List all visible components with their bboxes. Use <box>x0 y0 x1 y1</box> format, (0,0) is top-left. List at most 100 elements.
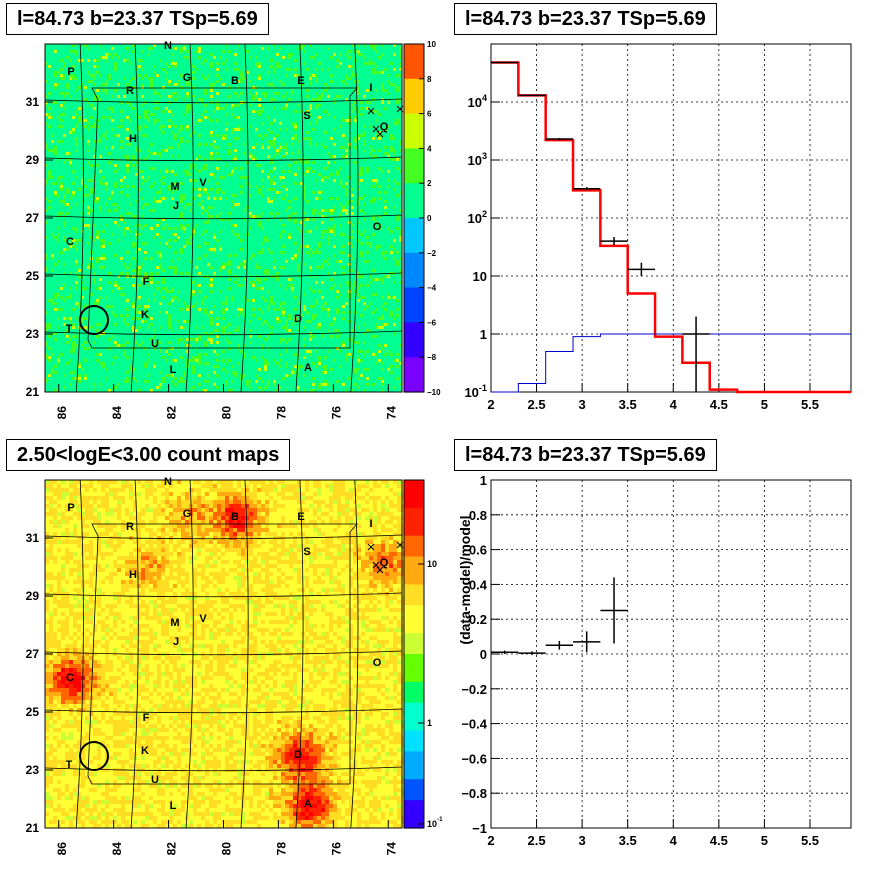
y-tick-label: 103 <box>467 151 487 168</box>
y-tick-label: 10 <box>473 269 487 284</box>
map-pixels <box>45 44 402 392</box>
x-tick-label: 5.5 <box>801 833 819 848</box>
x-tick-label: 3 <box>579 397 586 412</box>
y-tick-label: 0.8 <box>469 508 487 523</box>
x-tick-label: 86 <box>55 842 69 856</box>
source-cross-marker <box>372 125 380 133</box>
source-cross-marker <box>396 105 404 113</box>
source-label-o: O <box>373 657 382 669</box>
x-tick-label: 82 <box>165 842 179 856</box>
source-label-t: T <box>66 323 73 335</box>
source-label-q: Q <box>380 557 389 569</box>
source-label-p: P <box>67 502 74 514</box>
y-axis-label: (data-model)/model <box>457 515 473 644</box>
colorbar-tick-label: 4 <box>427 144 432 153</box>
x-tick-label: 5 <box>761 397 768 412</box>
source-label-v: V <box>199 613 207 625</box>
x-tick-label: 74 <box>384 406 398 420</box>
source-label-k: K <box>141 309 149 321</box>
source-label-b: B <box>231 511 239 523</box>
residual-point <box>491 650 519 654</box>
colorbar: 10 8 6 4 2 0 −2 −4 −6 −8 −10 <box>403 40 441 397</box>
source-label-d: D <box>294 749 302 761</box>
x-tick-label: 86 <box>55 406 69 420</box>
component-histogram <box>491 333 851 393</box>
y-tick-label: 27 <box>26 211 40 225</box>
x-tick-label: 84 <box>110 842 124 856</box>
colorbar-tick-label: −6 <box>427 318 437 327</box>
count-map-panel: N P G B E I R S Q H M V J O C F K T D U L A 86 84 82 80 78 76 74 21 23… <box>0 436 448 872</box>
map-pixels <box>45 480 405 828</box>
x-tick-label: 4.5 <box>710 397 728 412</box>
y-tick-label: 1 <box>480 473 487 488</box>
source-label-u: U <box>151 774 159 786</box>
y-tick-label: 21 <box>26 385 40 399</box>
residual-point <box>518 651 546 655</box>
x-tick-label: 84 <box>110 406 124 420</box>
y-tick-label: 27 <box>26 647 40 661</box>
source-cross-marker <box>376 566 384 574</box>
x-tick-label: 78 <box>275 406 289 420</box>
colorbar-tick-label: −10 <box>427 388 441 397</box>
source-label-o: O <box>373 221 382 233</box>
source-label-i: I <box>369 518 372 530</box>
residual-panel: 2 2.5 3 3.5 4 4.5 5 5.5 1 0.8 0.6 0.4 0.2 0 −0.2 −0.4 −0… <box>448 436 896 872</box>
y-tick-label: 25 <box>26 705 40 719</box>
colorbar-tick-label: 10-1 <box>427 816 443 829</box>
coordinate-grid <box>44 43 403 393</box>
source-label-a: A <box>304 362 312 374</box>
ts-map-panel: N P G B E I R S Q H M V J O C F K T D U L A 86 84 82 80 78 76 74 21 23… <box>0 0 448 436</box>
source-label-c: C <box>66 672 74 684</box>
residual-title: l=84.73 b=23.37 TSp=5.69 <box>454 439 717 471</box>
source-cross-marker <box>367 543 375 551</box>
source-label-i: I <box>369 82 372 94</box>
y-tick-label: 1 <box>480 327 487 342</box>
residual-point <box>600 577 628 644</box>
x-tick-label: 80 <box>220 842 234 856</box>
y-tick-label: 0 <box>480 647 487 662</box>
source-label-f: F <box>143 276 150 288</box>
y-tick-label: −0.6 <box>461 751 487 766</box>
y-tick-label: 31 <box>26 95 40 109</box>
data-point <box>573 187 601 191</box>
x-tick-label: 2 <box>487 397 494 412</box>
y-tick-label: 104 <box>467 93 487 110</box>
colorbar-tick-label: −8 <box>427 353 437 362</box>
y-tick-label: −0.8 <box>461 786 487 801</box>
source-label-g: G <box>183 508 192 520</box>
colorbar-tick-label: 1 <box>427 718 432 728</box>
count-map-title: 2.50<logE<3.00 count maps <box>6 439 291 471</box>
source-label-j: J <box>173 200 179 212</box>
source-label-s: S <box>303 546 310 558</box>
residual-point <box>545 640 574 650</box>
source-label-r: R <box>126 521 134 533</box>
count-map-chart: N P G B E I R S Q H M V J O C F K T D U L A 86 84 82 80 78 76 74 21 23… <box>26 476 443 855</box>
x-tick-label: 76 <box>330 842 344 856</box>
x-tick-label: 76 <box>330 406 344 420</box>
y-tick-label: 25 <box>26 269 40 283</box>
source-labels: N P G B E I R S Q H M V J O C F K T D U L A <box>66 40 404 376</box>
source-label-h: H <box>129 133 137 145</box>
grid-lines <box>491 480 851 828</box>
y-tick-label: 23 <box>26 327 40 341</box>
source-label-n: N <box>164 476 172 488</box>
colorbar: 10 1 10-1 <box>403 479 443 829</box>
y-tick-label: 0.4 <box>469 577 488 592</box>
colorbar-tick-label: 0 <box>427 214 432 223</box>
colorbar-tick-label: 6 <box>427 110 432 119</box>
map-axes: 86 84 82 80 78 76 74 21 23 25 27 29 31 <box>26 531 399 855</box>
y-tick-label: 29 <box>26 589 40 603</box>
x-tick-label: 4 <box>670 833 678 848</box>
y-tick-label: 21 <box>26 821 40 835</box>
x-tick-label: 74 <box>384 842 398 856</box>
source-label-h: H <box>129 569 137 581</box>
x-tick-label: 82 <box>165 406 179 420</box>
residual-point <box>573 631 601 653</box>
spectrum-title: l=84.73 b=23.37 TSp=5.69 <box>454 3 717 35</box>
x-tick-label: 2.5 <box>528 833 546 848</box>
residual-chart: 2 2.5 3 3.5 4 4.5 5 5.5 1 0.8 0.6 0.4 0.2 0 −0.2 −0.4 −0… <box>457 473 852 848</box>
source-cross-marker <box>376 130 384 138</box>
source-cross-marker <box>367 107 375 115</box>
source-label-r: R <box>126 85 134 97</box>
colorbar-tick-label: 2 <box>427 179 432 188</box>
